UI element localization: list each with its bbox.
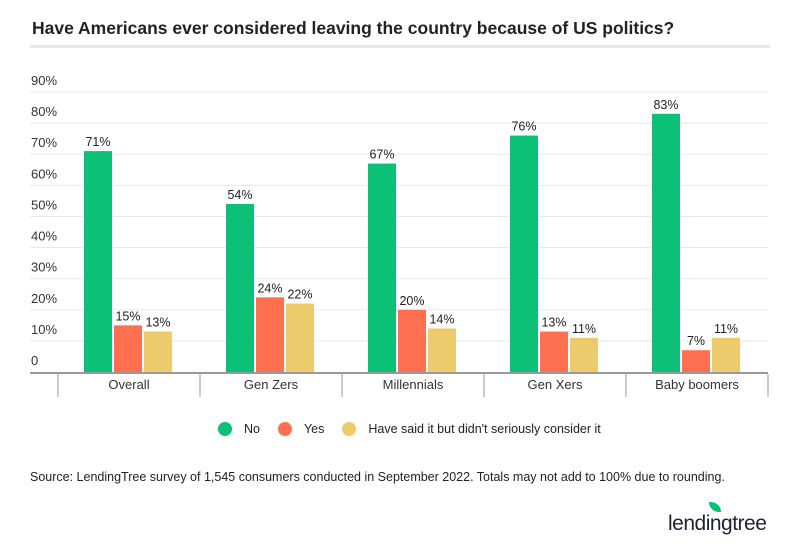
y-tick-label: 20% <box>31 291 57 306</box>
data-label: 54% <box>227 188 252 202</box>
legend-item-yes: Yes <box>277 422 325 436</box>
legend-swatch <box>277 422 292 436</box>
y-tick-label: 80% <box>31 104 57 119</box>
legend-item-said: Have said it but didn't seriously consid… <box>342 422 601 436</box>
legend-label: No <box>244 422 260 436</box>
data-label: 13% <box>145 316 170 330</box>
x-tick-label: Gen Xers <box>528 377 583 392</box>
bar-no-baby-boomers <box>652 113 680 373</box>
bar-yes-baby-boomers <box>682 350 710 372</box>
y-tick-label: 70% <box>31 135 57 150</box>
data-label: 14% <box>429 312 454 326</box>
bar-yes-gen-xers <box>540 331 568 372</box>
y-tick-label: 90% <box>31 73 57 88</box>
bar-have-baby-boomers <box>712 337 740 372</box>
data-label: 24% <box>257 281 282 295</box>
data-label: 67% <box>369 148 394 162</box>
bar-no-millennials <box>368 163 396 372</box>
data-label: 11% <box>572 322 596 336</box>
bar-have-gen-zers <box>286 303 314 372</box>
bar-yes-millennials <box>398 309 426 372</box>
data-label: 11% <box>714 322 738 336</box>
title-divider <box>30 45 770 48</box>
data-label: 76% <box>511 120 536 134</box>
bar-no-gen-xers <box>510 135 538 372</box>
data-label: 7% <box>687 334 705 348</box>
legend-swatch <box>218 422 232 436</box>
legend: No Yes Have said it but didn't seriously… <box>218 422 619 436</box>
y-tick-label: 0 <box>31 353 38 368</box>
bar-yes-overall <box>114 325 142 372</box>
bar-have-gen-xers <box>570 337 598 372</box>
data-label: 15% <box>115 309 140 323</box>
x-tick-label: Gen Zers <box>244 377 299 392</box>
data-label: 13% <box>541 316 566 330</box>
data-label: 83% <box>653 98 678 112</box>
data-label: 71% <box>85 135 110 149</box>
legend-item-no: No <box>218 422 260 436</box>
x-tick-label: Overall <box>108 377 149 392</box>
data-label: 22% <box>287 288 312 302</box>
x-tick-label: Millennials <box>383 377 444 392</box>
y-tick-label: 60% <box>31 166 57 181</box>
y-tick-label: 30% <box>31 260 57 275</box>
data-label: 20% <box>399 294 424 308</box>
chart-title: Have Americans ever considered leaving t… <box>32 18 675 38</box>
legend-label: Have said it but didn't seriously consid… <box>368 422 601 436</box>
legend-label: Yes <box>303 422 325 436</box>
bar-have-millennials <box>428 328 456 372</box>
y-tick-label: 10% <box>31 322 57 337</box>
bar-no-gen-zers <box>226 204 254 372</box>
bar-have-overall <box>144 331 172 372</box>
lendingtree-leaf-icon <box>709 502 721 512</box>
y-tick-label: 40% <box>31 229 57 244</box>
legend-swatch <box>342 422 357 436</box>
bar-yes-gen-zers <box>256 297 284 372</box>
source-note: Source: LendingTree survey of 1,545 cons… <box>30 470 725 484</box>
bar-no-overall <box>84 151 112 372</box>
x-tick-label: Baby boomers <box>655 377 739 392</box>
y-tick-label: 50% <box>31 197 57 212</box>
lendingtree-logo: lendingtree <box>668 512 767 535</box>
